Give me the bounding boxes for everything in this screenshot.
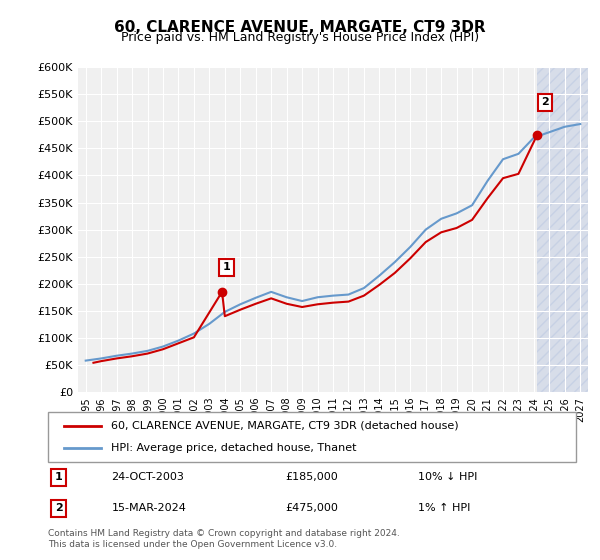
Text: £185,000: £185,000 <box>286 473 338 482</box>
Text: 24-OCT-2003: 24-OCT-2003 <box>112 473 184 482</box>
Text: 60, CLARENCE AVENUE, MARGATE, CT9 3DR: 60, CLARENCE AVENUE, MARGATE, CT9 3DR <box>114 20 486 35</box>
Text: Contains HM Land Registry data © Crown copyright and database right 2024.
This d: Contains HM Land Registry data © Crown c… <box>48 529 400 549</box>
FancyBboxPatch shape <box>48 412 576 462</box>
Text: 15-MAR-2024: 15-MAR-2024 <box>112 503 186 513</box>
Text: HPI: Average price, detached house, Thanet: HPI: Average price, detached house, Than… <box>112 443 357 453</box>
Text: 60, CLARENCE AVENUE, MARGATE, CT9 3DR (detached house): 60, CLARENCE AVENUE, MARGATE, CT9 3DR (d… <box>112 421 459 431</box>
Text: £475,000: £475,000 <box>286 503 338 513</box>
Text: 2: 2 <box>55 503 62 513</box>
Text: 1: 1 <box>55 473 62 482</box>
Text: 1: 1 <box>223 263 230 273</box>
Text: 2: 2 <box>541 97 549 108</box>
Text: 1% ↑ HPI: 1% ↑ HPI <box>418 503 470 513</box>
Bar <box>537 67 588 392</box>
Text: Price paid vs. HM Land Registry's House Price Index (HPI): Price paid vs. HM Land Registry's House … <box>121 31 479 44</box>
Text: 10% ↓ HPI: 10% ↓ HPI <box>418 473 477 482</box>
